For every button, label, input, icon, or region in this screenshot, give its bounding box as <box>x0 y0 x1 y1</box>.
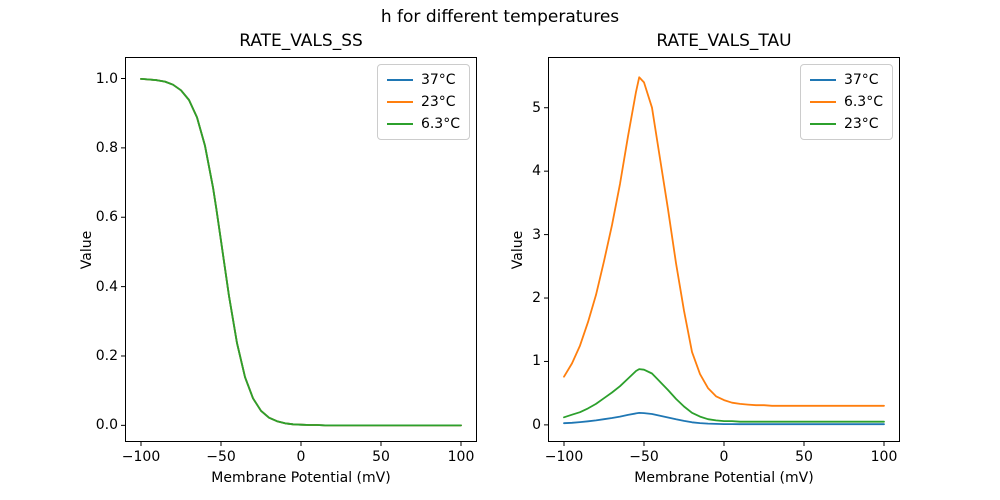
x-tick-label: 100 <box>447 449 475 465</box>
series-line-6.3c <box>140 77 462 427</box>
subplot-title: RATE_VALS_TAU <box>656 31 792 51</box>
x-axis-label: Membrane Potential (mV) <box>634 470 814 486</box>
plot-curves <box>544 76 885 446</box>
x-tick-label: −50 <box>629 449 659 465</box>
y-tick-label: 2 <box>532 290 541 307</box>
legend-entry: 6.3°C <box>386 115 460 133</box>
plot-area <box>125 57 477 442</box>
x-tick-label: −100 <box>544 449 584 465</box>
series-line-37c <box>563 411 885 426</box>
y-tick-label: 1 <box>532 353 541 370</box>
series-line-6.3c <box>563 76 885 407</box>
legend-line-swatch <box>809 101 836 103</box>
x-tick-label: −100 <box>121 449 161 465</box>
y-tick-label: 0.6 <box>95 209 118 226</box>
y-tick-label: 0 <box>532 416 541 433</box>
figure-title: h for different temperatures <box>380 7 620 27</box>
legend-entry: 37°C <box>809 71 883 89</box>
y-axis-label: Value <box>510 230 526 269</box>
legend-entry: 6.3°C <box>809 93 883 111</box>
x-tick-label: 0 <box>296 449 306 465</box>
legend-label: 6.3°C <box>420 116 460 132</box>
y-tick-label: 0.0 <box>95 417 118 434</box>
y-tick-label: 0.8 <box>95 139 118 156</box>
legend: 37°C 6.3°C 23°C <box>799 64 893 140</box>
x-tick-label: 50 <box>795 449 813 465</box>
legend-label: 37°C <box>843 72 879 88</box>
legend-label: 37°C <box>420 72 456 88</box>
series-line-23c <box>563 368 885 423</box>
y-tick-label: 1.0 <box>95 70 118 87</box>
legend-label: 6.3°C <box>843 94 883 110</box>
legend-line-swatch <box>809 123 836 125</box>
legend-entry: 23°C <box>809 115 883 133</box>
plot-area <box>548 57 900 442</box>
x-tick-label: 50 <box>372 449 390 465</box>
plot-curves <box>121 77 462 446</box>
legend-line-swatch <box>809 79 836 81</box>
subplot-title: RATE_VALS_SS <box>239 31 363 51</box>
legend-label: 23°C <box>843 116 879 132</box>
y-tick-label: 3 <box>532 226 541 243</box>
legend-line-swatch <box>386 101 413 103</box>
y-tick-label: 5 <box>532 99 541 116</box>
x-tick-label: 100 <box>870 449 898 465</box>
y-tick-label: 4 <box>532 163 541 180</box>
legend-line-swatch <box>386 79 413 81</box>
legend-label: 23°C <box>420 94 456 110</box>
legend-line-swatch <box>386 123 413 125</box>
x-axis-label: Membrane Potential (mV) <box>211 470 391 486</box>
x-tick-label: −50 <box>206 449 236 465</box>
y-axis-label: Value <box>79 230 95 269</box>
y-tick-label: 0.4 <box>95 278 118 295</box>
legend-entry: 37°C <box>386 71 460 89</box>
subplot-rate-vals-tau: RATE_VALS_TAU Membrane Potential (mV) Va… <box>510 31 900 486</box>
x-tick-label: 0 <box>719 449 729 465</box>
y-tick-label: 0.2 <box>95 347 118 364</box>
legend-entry: 23°C <box>386 93 460 111</box>
legend: 37°C 23°C 6.3°C <box>376 64 470 140</box>
subplot-rate-vals-ss: RATE_VALS_SS Membrane Potential (mV) Val… <box>79 31 477 486</box>
